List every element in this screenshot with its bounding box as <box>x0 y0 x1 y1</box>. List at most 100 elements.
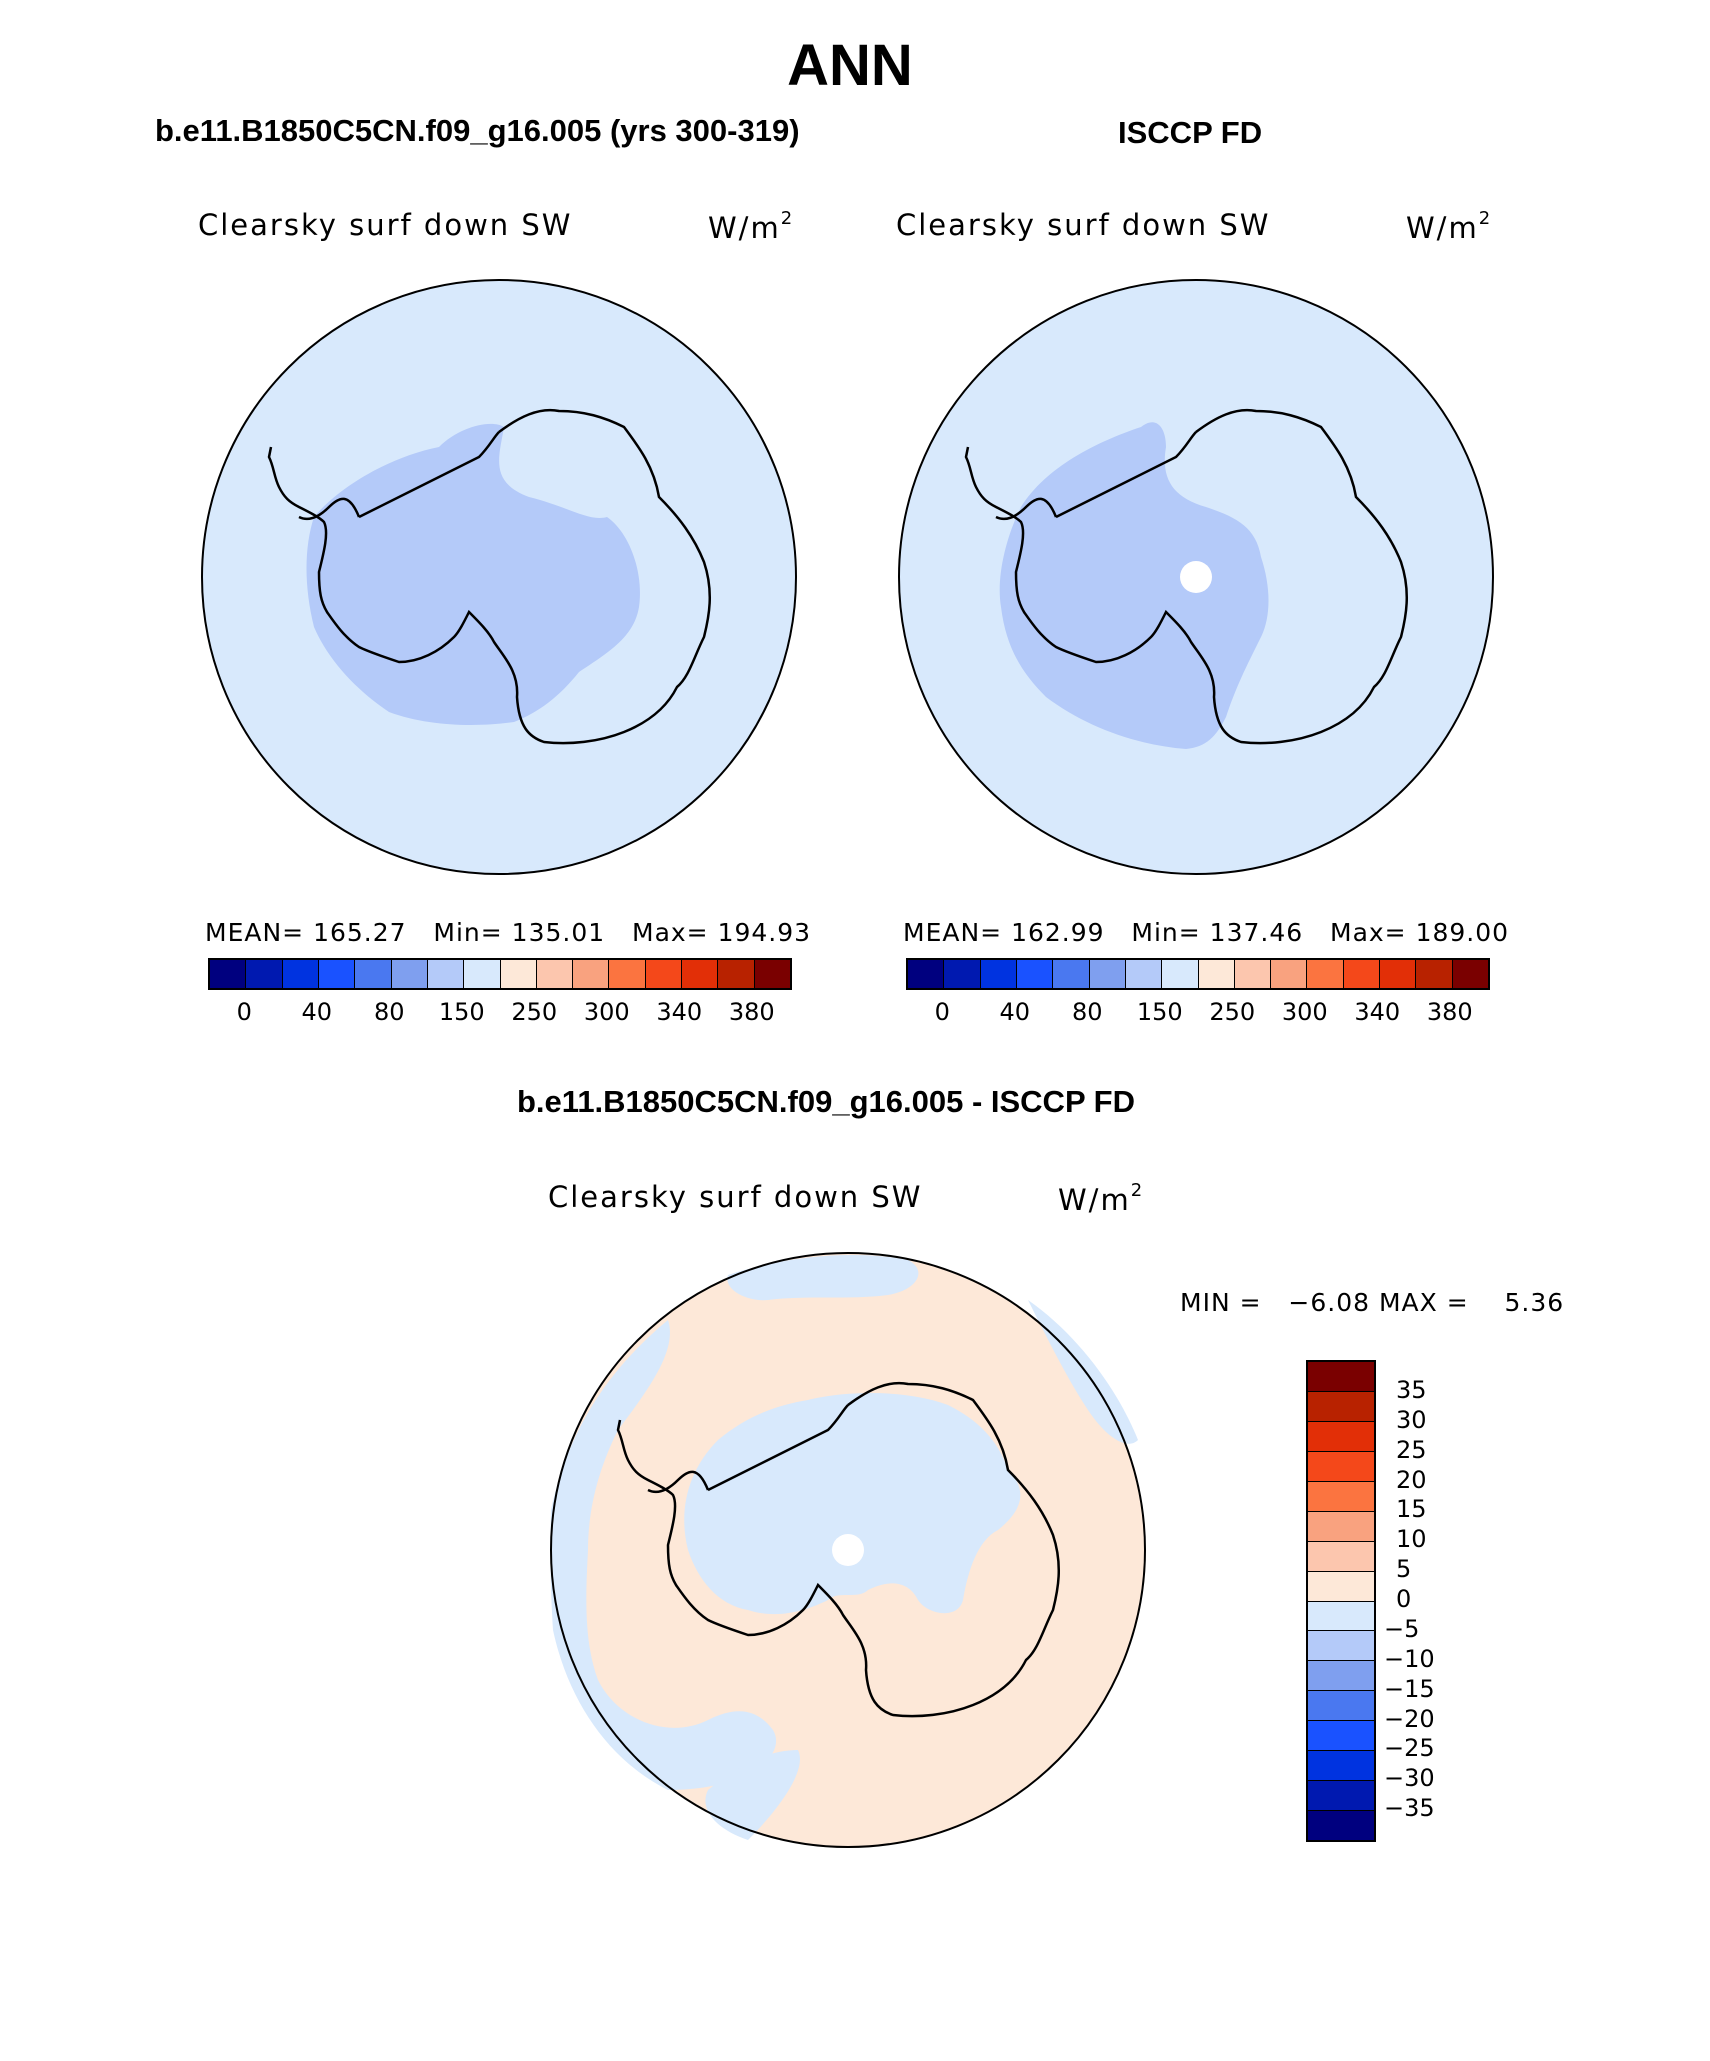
model-polar-map <box>201 279 797 875</box>
diff-colorbar-tick-label: −30 <box>1384 1764 1435 1793</box>
obs-missing-pole <box>1180 561 1212 593</box>
colorbar-tick-label: 0 <box>236 998 252 1026</box>
colorbar-swatch-11 <box>1307 960 1344 988</box>
colorbar-swatch-12 <box>645 960 683 988</box>
diff-colorbar-swatch-11 <box>1308 1691 1374 1722</box>
model-interior-shading <box>306 423 640 725</box>
diff-colorbar-swatch-13 <box>1308 1751 1374 1782</box>
colorbar-tick-label: 40 <box>301 998 333 1026</box>
colorbar-tick-label: 380 <box>728 998 775 1026</box>
diff-negative-region-northeast <box>1028 1300 1138 1444</box>
model-stats: MEAN= 165.27 Min= 135.01 Max= 194.93 <box>205 918 812 947</box>
colorbar-swatch-6 <box>427 960 465 988</box>
colorbar-swatch-14 <box>1416 960 1453 988</box>
colorbar-swatch-2 <box>282 960 319 988</box>
colorbar-swatch-1 <box>246 960 283 988</box>
colorbar-tick-label: 150 <box>438 998 485 1026</box>
colorbar-swatch-4 <box>355 960 392 988</box>
colorbar-tick-label: 340 <box>1354 998 1401 1026</box>
diff-colorbar-tick-label: 0 <box>1396 1585 1412 1613</box>
colorbar-swatch-8 <box>1198 960 1235 988</box>
colorbar-swatch-5 <box>1089 960 1126 988</box>
diff-missing-pole <box>832 1534 864 1566</box>
model-panel-title: b.e11.B1850C5CN.f09_g16.005 (yrs 300-319… <box>155 113 800 148</box>
colorbar-swatch-4 <box>1053 960 1090 988</box>
diff-colorbar-swatch-9 <box>1308 1631 1374 1662</box>
obs-units-label: W/m2 <box>1406 208 1491 245</box>
colorbar-tick-label: 80 <box>1071 998 1103 1026</box>
diff-panel-title: b.e11.B1850C5CN.f09_g16.005 - ISCCP FD <box>517 1084 1136 1119</box>
diff-stats: MIN = −6.08 MAX = 5.36 <box>1180 1288 1565 1317</box>
colorbar-swatch-10 <box>1271 960 1308 988</box>
colorbar-swatch-2 <box>980 960 1017 988</box>
colorbar-tick-label: 80 <box>373 998 405 1026</box>
diff-colorbar-swatch-15 <box>1308 1811 1374 1840</box>
diff-colorbar-tick-label: −15 <box>1384 1674 1435 1703</box>
colorbar-tick-label: 380 <box>1426 998 1473 1026</box>
diff-colorbar-tick-label: 10 <box>1396 1525 1427 1554</box>
colorbar-tick-label: 150 <box>1136 998 1183 1026</box>
colorbar-swatch-9 <box>1234 960 1272 988</box>
model-variable-label: Clearsky surf down SW <box>198 208 573 242</box>
diff-colorbar-tick-label: 35 <box>1396 1375 1427 1404</box>
model-colorbar <box>208 958 792 990</box>
diff-colorbar-tick-label: −20 <box>1384 1704 1435 1733</box>
diff-polar-map <box>550 1252 1146 1848</box>
obs-panel-title: ISCCP FD <box>1118 115 1263 150</box>
diff-colorbar-tick-label: −25 <box>1384 1734 1435 1763</box>
colorbar-swatch-13 <box>1380 960 1417 988</box>
diff-colorbar-swatch-7 <box>1308 1571 1374 1602</box>
model-antarctica-coastline <box>267 408 712 745</box>
colorbar-swatch-6 <box>1125 960 1163 988</box>
diff-negative-region-west <box>550 1320 777 1790</box>
obs-interior-shading <box>999 422 1269 749</box>
main-title: ANN <box>787 33 913 98</box>
diff-colorbar-swatch-1 <box>1308 1391 1374 1422</box>
diff-negative-region-north <box>727 1255 919 1301</box>
diff-units-label: W/m2 <box>1058 1180 1143 1217</box>
colorbar-swatch-12 <box>1343 960 1381 988</box>
colorbar-swatch-13 <box>682 960 719 988</box>
obs-antarctica-coastline <box>964 408 1409 745</box>
colorbar-swatch-7 <box>464 960 501 988</box>
diff-colorbar-tick-label: 15 <box>1396 1495 1427 1524</box>
diff-colorbar-tick-label: 25 <box>1396 1435 1427 1464</box>
diff-colorbar-tick-label: −10 <box>1384 1644 1435 1673</box>
diff-colorbar-tick-label: −5 <box>1384 1614 1420 1643</box>
colorbar-swatch-3 <box>318 960 356 988</box>
diff-colorbar-swatch-4 <box>1308 1481 1374 1512</box>
obs-stats: MEAN= 162.99 Min= 137.46 Max= 189.00 <box>903 918 1510 947</box>
colorbar-tick-label: 340 <box>656 998 703 1026</box>
diff-colorbar-ticks: 35 30 25 20 15 10 5 0 −5 −10 −15 −20 −25 −30 −35 <box>1384 1360 1464 1838</box>
colorbar-swatch-11 <box>609 960 646 988</box>
colorbar-tick-label: 40 <box>999 998 1031 1026</box>
colorbar-swatch-15 <box>754 960 790 988</box>
diff-colorbar-swatch-0 <box>1308 1362 1374 1392</box>
colorbar-swatch-5 <box>391 960 428 988</box>
diff-colorbar-tick-label: −35 <box>1384 1794 1435 1823</box>
colorbar-swatch-3 <box>1016 960 1054 988</box>
diff-colorbar-swatch-14 <box>1308 1781 1374 1812</box>
diff-colorbar-swatch-10 <box>1308 1661 1374 1692</box>
diff-colorbar-tick-label: 20 <box>1396 1465 1427 1494</box>
diff-colorbar-swatch-8 <box>1308 1601 1374 1632</box>
diff-negative-region-antarctica <box>684 1393 1021 1615</box>
diff-colorbar-swatch-5 <box>1308 1511 1374 1542</box>
colorbar-swatch-10 <box>573 960 610 988</box>
colorbar-tick-label: 250 <box>1209 998 1256 1026</box>
obs-colorbar <box>906 958 1490 990</box>
colorbar-tick-label: 250 <box>511 998 558 1026</box>
diff-colorbar-tick-label: 30 <box>1396 1405 1427 1434</box>
diff-colorbar-swatch-12 <box>1308 1721 1374 1752</box>
diff-colorbar-swatch-2 <box>1308 1421 1374 1452</box>
diff-antarctica-coastline <box>616 1381 1061 1718</box>
obs-colorbar-ticks: 0 40 80 150 250 300 340 380 <box>906 998 1486 1028</box>
diff-colorbar-tick-label: 5 <box>1396 1555 1412 1584</box>
model-colorbar-ticks: 0 40 80 150 250 300 340 380 <box>208 998 788 1028</box>
colorbar-tick-label: 300 <box>583 998 630 1026</box>
colorbar-swatch-0 <box>908 960 945 988</box>
model-units-label: W/m2 <box>708 208 793 245</box>
colorbar-tick-label: 300 <box>1281 998 1328 1026</box>
colorbar-swatch-9 <box>536 960 574 988</box>
diff-colorbar <box>1306 1360 1376 1842</box>
